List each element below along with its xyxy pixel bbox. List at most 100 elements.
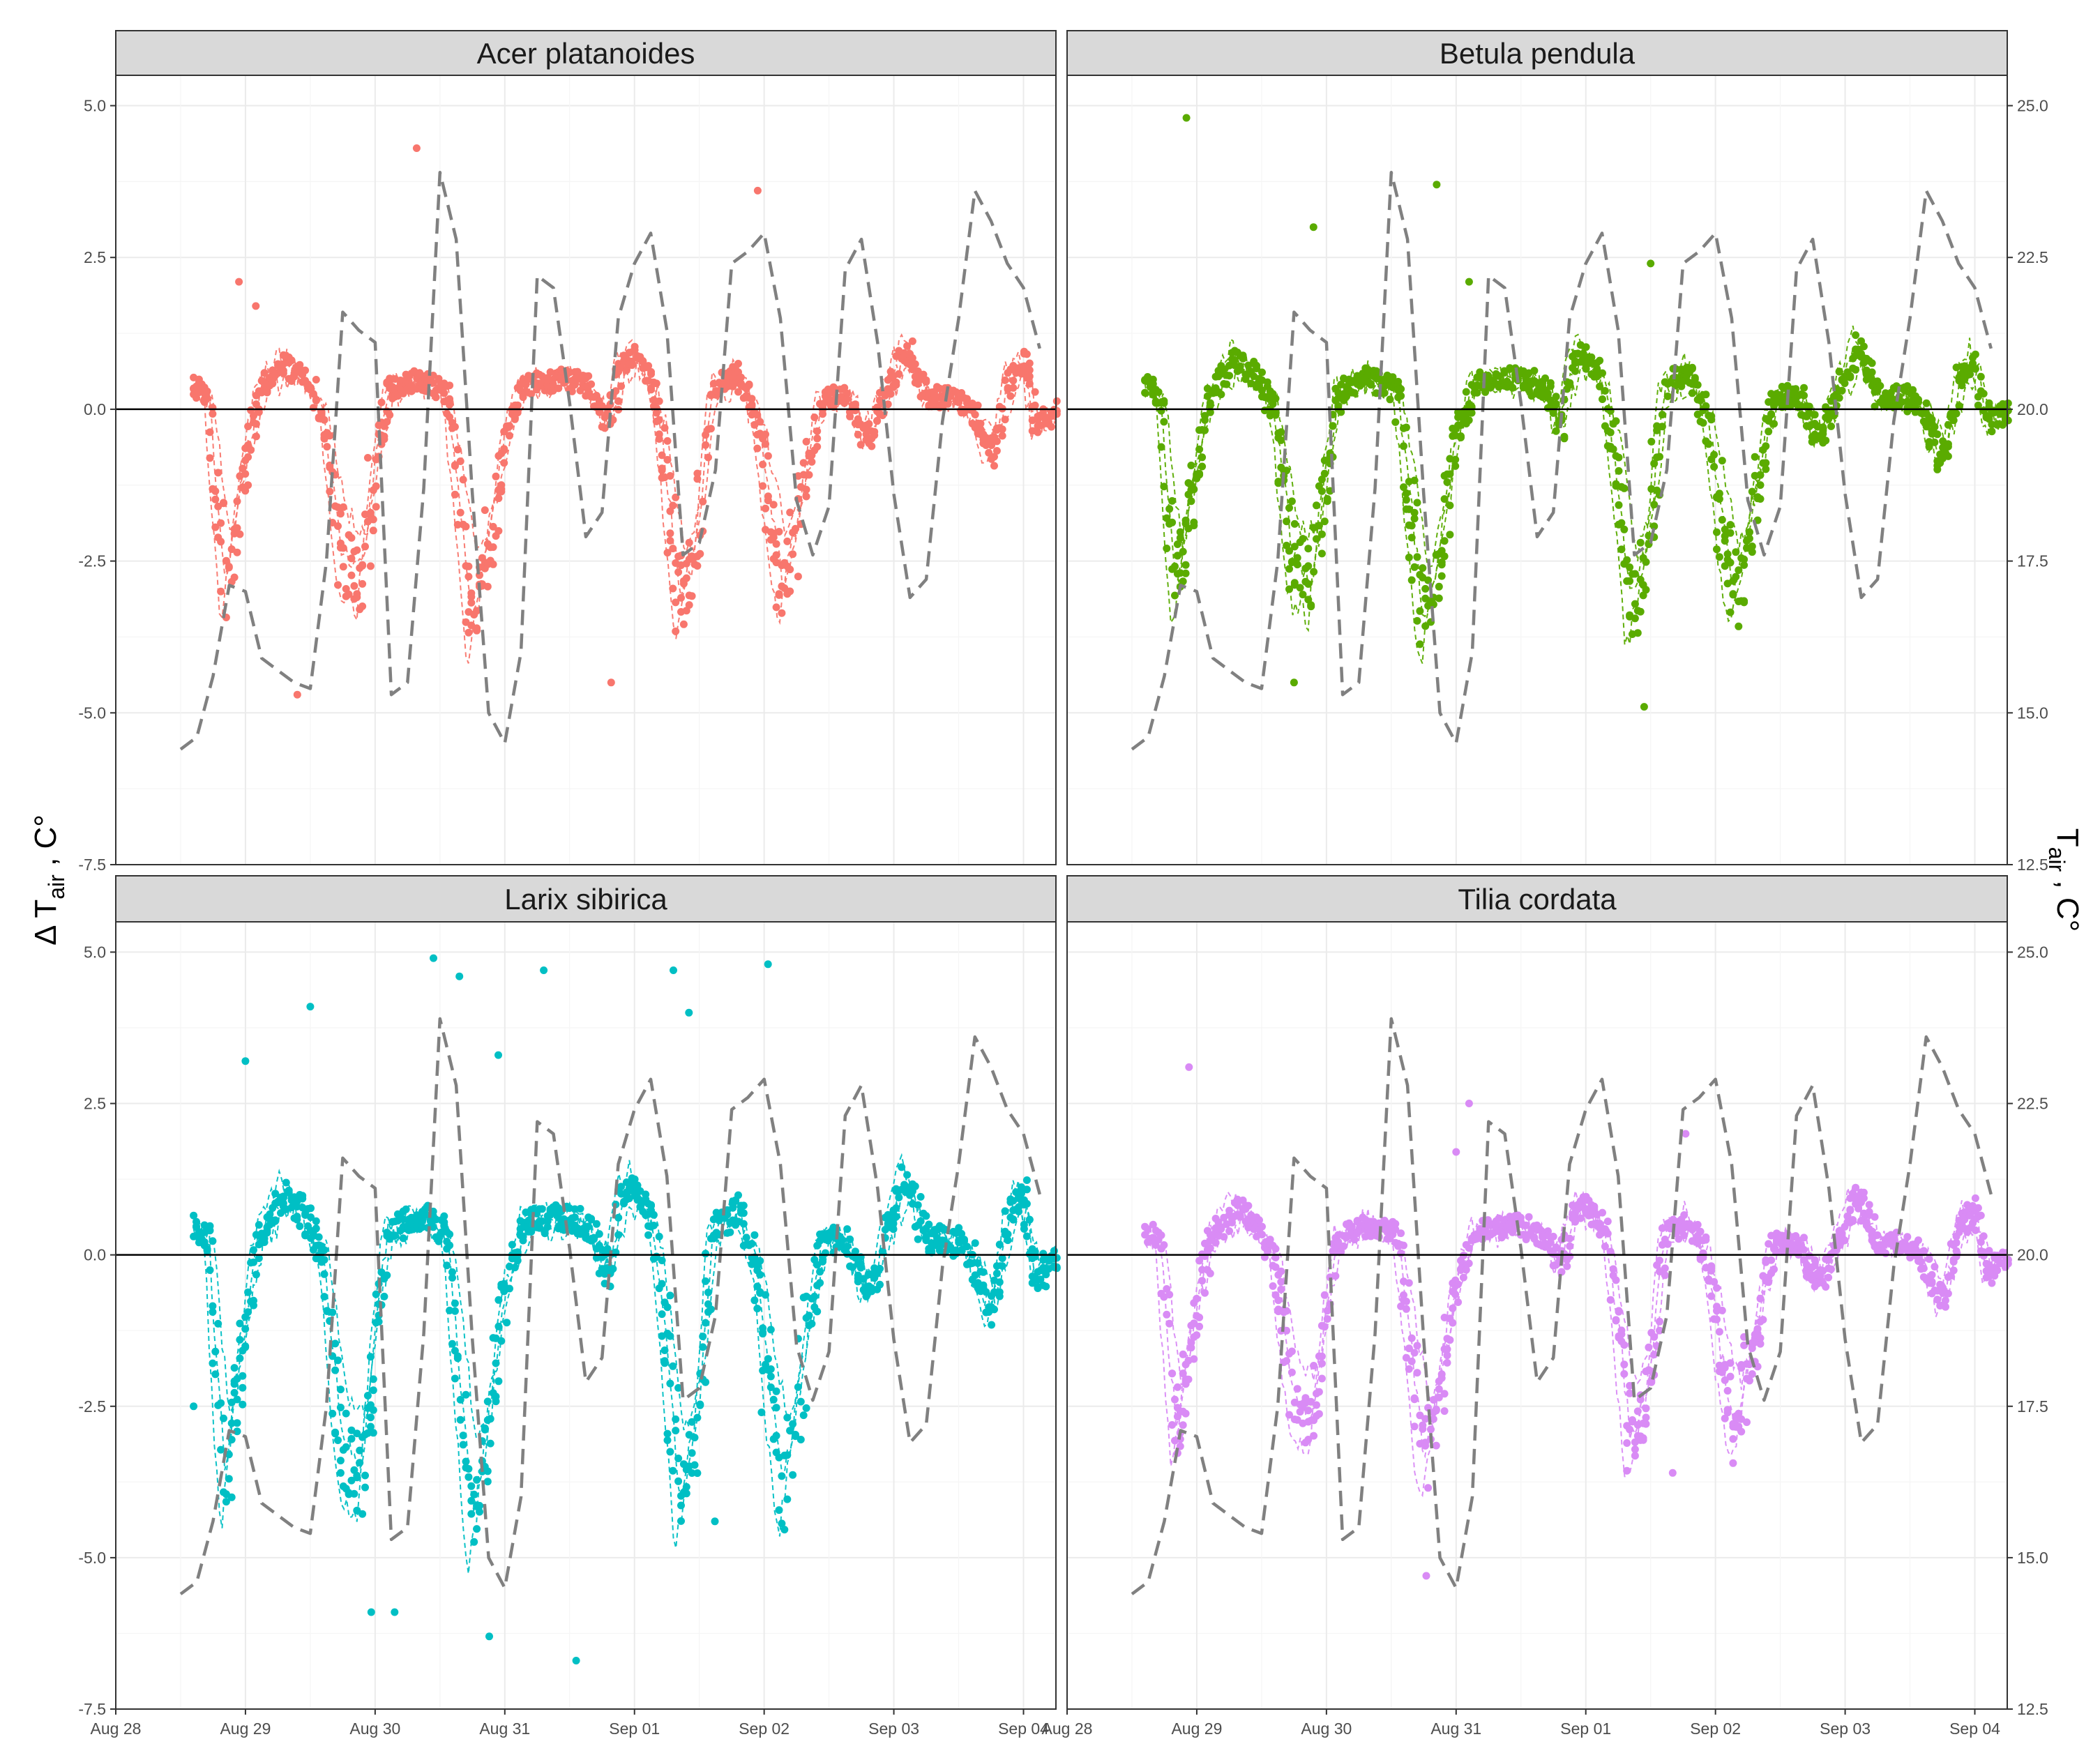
data-point bbox=[990, 462, 998, 470]
data-point bbox=[704, 453, 712, 462]
data-point bbox=[696, 1400, 704, 1409]
data-point bbox=[1433, 181, 1441, 189]
data-point bbox=[1165, 505, 1174, 513]
data-point bbox=[279, 1192, 287, 1201]
data-point bbox=[1299, 535, 1307, 543]
data-point bbox=[217, 519, 225, 527]
data-point bbox=[1819, 430, 1827, 438]
x-tick-label: Sep 04 bbox=[998, 1720, 1049, 1738]
data-point bbox=[369, 526, 377, 535]
data-point bbox=[1416, 1411, 1424, 1420]
data-point bbox=[1988, 1279, 1996, 1287]
data-point bbox=[1566, 1242, 1574, 1250]
x-tick-label: Aug 30 bbox=[1301, 1720, 1352, 1738]
data-point bbox=[1323, 1307, 1331, 1315]
data-point bbox=[682, 1489, 690, 1498]
data-point bbox=[543, 1217, 552, 1226]
data-point bbox=[1642, 586, 1650, 594]
data-point bbox=[1287, 1368, 1296, 1376]
data-point bbox=[630, 1175, 639, 1183]
data-point bbox=[642, 1190, 650, 1199]
data-point bbox=[595, 1230, 603, 1238]
data-point bbox=[1944, 1289, 1952, 1298]
data-point bbox=[1759, 1316, 1767, 1324]
data-point bbox=[331, 1340, 340, 1348]
data-point bbox=[1663, 392, 1672, 400]
data-point bbox=[1606, 1247, 1615, 1256]
data-point bbox=[1410, 476, 1419, 485]
data-point bbox=[1668, 1469, 1677, 1477]
data-point bbox=[1230, 356, 1239, 365]
data-point bbox=[1465, 1100, 1473, 1107]
data-point bbox=[209, 1237, 217, 1245]
data-point bbox=[766, 1326, 775, 1334]
data-point bbox=[1195, 1313, 1204, 1321]
data-point bbox=[1022, 1199, 1031, 1208]
data-point bbox=[1805, 1252, 1813, 1260]
data-point bbox=[1424, 576, 1433, 584]
data-point bbox=[1859, 342, 1868, 351]
data-point bbox=[1334, 1238, 1343, 1247]
data-point bbox=[612, 387, 620, 395]
data-point bbox=[250, 411, 257, 420]
data-point bbox=[960, 1236, 968, 1244]
data-point bbox=[1560, 432, 1569, 441]
data-point bbox=[1285, 565, 1293, 573]
data-point bbox=[1691, 374, 1699, 382]
data-point bbox=[1988, 427, 1996, 436]
data-point bbox=[446, 400, 454, 409]
data-point bbox=[669, 1362, 677, 1370]
data-point bbox=[1410, 1394, 1419, 1402]
data-point bbox=[1179, 1421, 1187, 1429]
data-point bbox=[1018, 1185, 1025, 1193]
data-point bbox=[663, 549, 672, 557]
data-point bbox=[704, 1289, 712, 1296]
data-point bbox=[607, 678, 615, 687]
data-point bbox=[1287, 1347, 1296, 1356]
data-point bbox=[1710, 462, 1718, 471]
data-point bbox=[1163, 545, 1171, 552]
data-point bbox=[1451, 462, 1460, 470]
data-point bbox=[990, 453, 998, 461]
data-point bbox=[658, 1257, 666, 1265]
data-point bbox=[572, 1657, 580, 1664]
data-point bbox=[486, 1415, 494, 1423]
data-point bbox=[734, 388, 742, 396]
data-point bbox=[489, 543, 497, 552]
data-point bbox=[1283, 1357, 1291, 1365]
data-point bbox=[227, 1493, 236, 1501]
data-point bbox=[750, 1231, 759, 1239]
data-point bbox=[1862, 1218, 1871, 1227]
data-point bbox=[1462, 1266, 1470, 1274]
facet-panels: Acer platanoides 5.0 2.5 0.0 -2.5 -5.0 -7.5 Bet… bbox=[78, 30, 2048, 1738]
data-point bbox=[2004, 1259, 2012, 1268]
data-point bbox=[1402, 1353, 1410, 1362]
data-point bbox=[944, 400, 952, 408]
data-point bbox=[269, 379, 277, 388]
panel: Tilia cordata 25.0 22.5 20.0 17.5 15.0 12.5 Aug… bbox=[1042, 875, 2048, 1738]
data-point bbox=[682, 574, 690, 582]
data-point bbox=[1971, 350, 1979, 358]
data-point bbox=[584, 372, 593, 380]
data-point bbox=[1271, 1263, 1280, 1271]
data-point bbox=[244, 1288, 252, 1296]
data-point bbox=[672, 627, 680, 635]
data-point bbox=[895, 370, 903, 378]
data-point bbox=[630, 342, 639, 351]
data-point bbox=[323, 443, 331, 451]
data-point bbox=[326, 432, 334, 440]
data-point bbox=[1195, 1322, 1204, 1330]
data-point bbox=[1179, 1350, 1187, 1358]
data-point bbox=[494, 1051, 502, 1059]
data-point bbox=[1025, 1215, 1034, 1224]
data-point bbox=[1871, 1213, 1879, 1221]
data-point bbox=[239, 1400, 247, 1409]
data-point bbox=[464, 572, 473, 581]
data-point bbox=[783, 1495, 792, 1503]
data-point bbox=[1710, 1277, 1718, 1286]
data-point bbox=[766, 1365, 775, 1373]
data-point bbox=[1317, 487, 1326, 495]
data-point bbox=[1903, 1233, 1912, 1241]
data-point bbox=[1800, 391, 1808, 400]
data-point bbox=[955, 1224, 963, 1232]
